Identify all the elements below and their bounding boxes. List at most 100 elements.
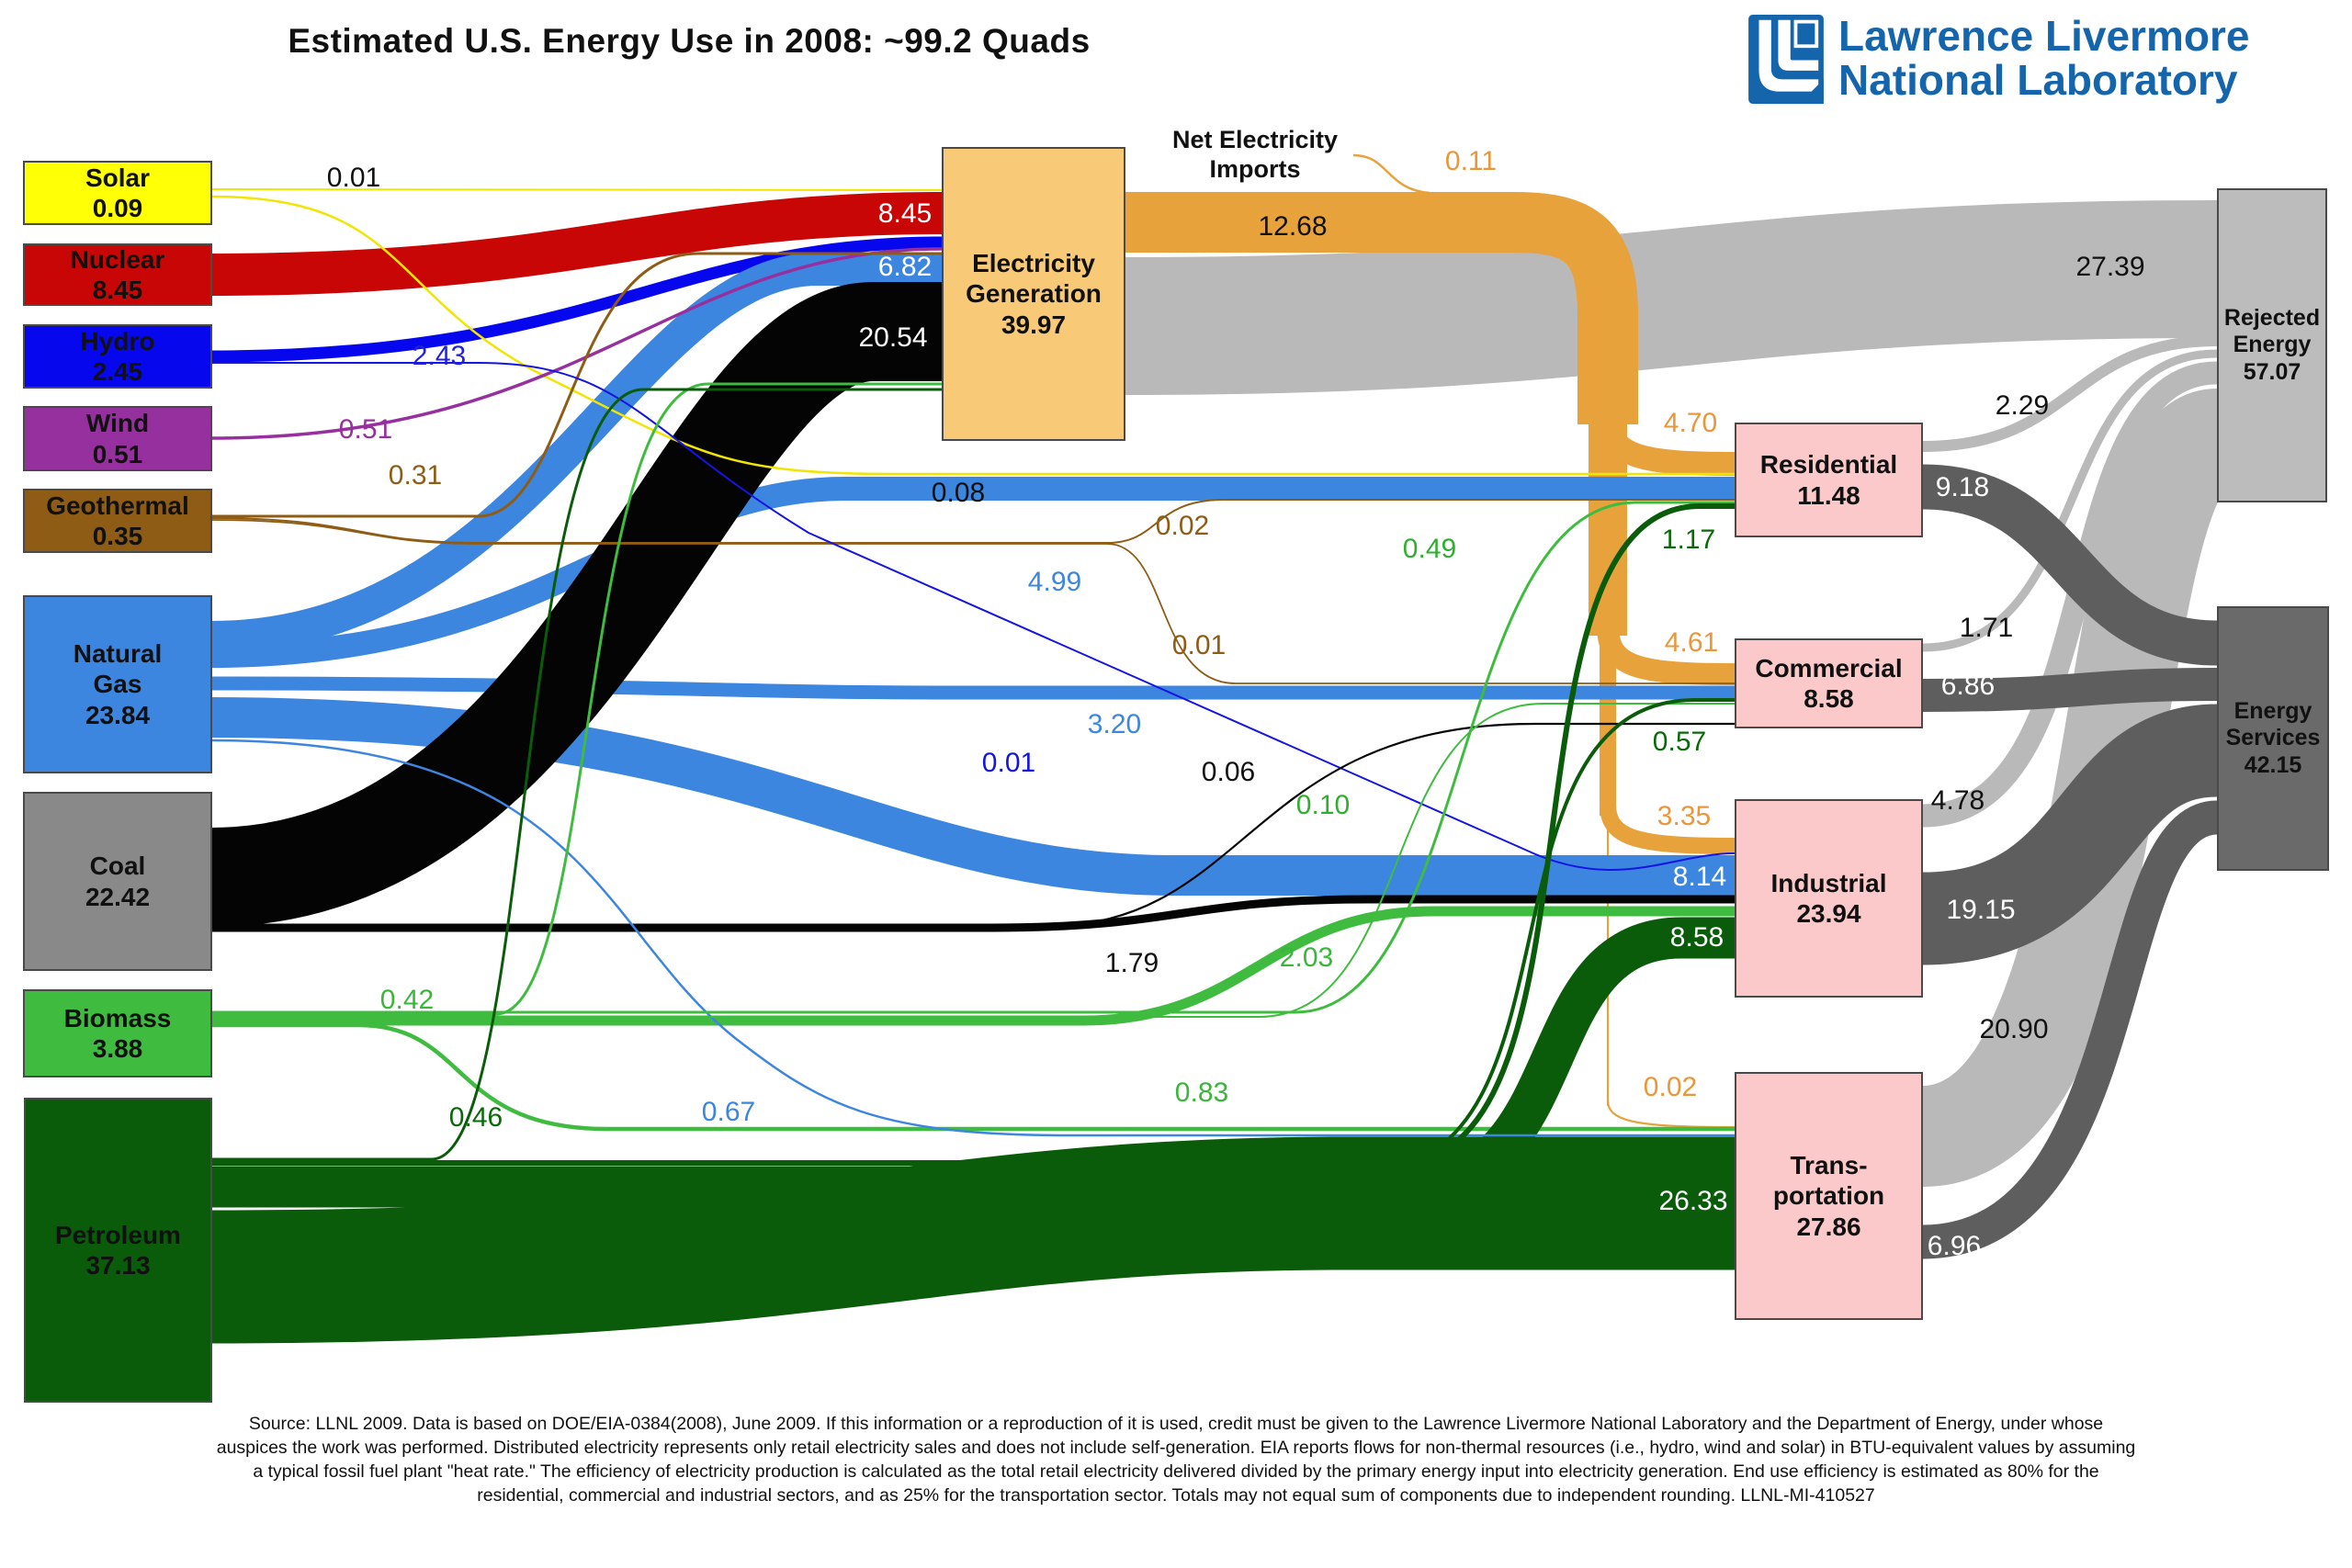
flow-value-label-8: 4.99 — [1027, 567, 1082, 597]
net-electricity-imports-label: Net Electricity Imports — [1171, 126, 1339, 184]
flow-value-label-34: 2.29 — [1995, 390, 2050, 421]
flow-nuclear-to-electricity — [210, 192, 943, 296]
flow-value-label-27: 0.57 — [1652, 727, 1707, 757]
flow-industrial-to-services — [1921, 704, 2220, 965]
flow-residential-to-rejected — [1922, 335, 2218, 452]
flow-solar-to-electricity — [210, 188, 943, 191]
flow-value-label-15: 0.10 — [1295, 790, 1351, 820]
flow-petroleum-to-transportation — [211, 1136, 1735, 1344]
flow-coal-to-commercial — [1046, 722, 1735, 928]
node-wind: Wind 0.51 — [23, 406, 212, 471]
flow-value-label-31: 0.02 — [1643, 1072, 1698, 1102]
flow-geothermal-to-electricity — [211, 252, 942, 518]
flow-value-label-16: 1.79 — [1104, 948, 1159, 978]
flow-natural-gas-to-commercial — [210, 676, 1735, 700]
flow-value-label-9: 0.02 — [1155, 511, 1210, 541]
source-note: Source: LLNL 2009. Data is based on DOE/… — [216, 1414, 2136, 1506]
node-nuclear: Nuclear 8.45 — [23, 243, 212, 306]
flow-wind-to-electricity — [210, 247, 943, 440]
flow-value-label-22: 12.68 — [1258, 211, 1328, 242]
llnl-logo-text: Lawrence Livermore National Laboratory — [1838, 12, 2250, 104]
flow-value-label-39: 19.15 — [1946, 895, 2016, 925]
flow-value-label-32: 26.33 — [1658, 1186, 1728, 1216]
flow-geothermal-to-residential — [210, 499, 1735, 544]
flow-petroleum-to-commercial — [212, 698, 1735, 1170]
flow-coal-to-electricity — [209, 282, 942, 927]
flow-value-label-4: 20.54 — [858, 322, 928, 353]
flow-geothermal-to-commercial — [210, 519, 1735, 684]
flow-value-label-36: 1.71 — [1959, 613, 2014, 643]
flow-value-label-30: 8.58 — [1669, 922, 1724, 953]
flow-value-label-18: 0.42 — [379, 985, 435, 1015]
node-solar: Solar 0.09 — [23, 161, 212, 225]
flow-value-label-23: 0.11 — [1444, 146, 1498, 176]
llnl-logo: Lawrence Livermore National Laboratory — [1748, 12, 2250, 104]
flow-value-label-0: 0.01 — [326, 163, 381, 193]
flow-value-label-11: 0.01 — [1171, 630, 1227, 660]
node-petroleum: Petroleum 37.13 — [24, 1098, 212, 1403]
llnl-logo-line2: National Laboratory — [1838, 55, 2238, 104]
flow-value-label-28: 3.35 — [1657, 801, 1712, 831]
flow-value-label-12: 3.20 — [1087, 709, 1142, 739]
flow-value-label-20: 0.46 — [448, 1102, 503, 1133]
node-electricity-generation: Electricity Generation 39.97 — [942, 147, 1125, 441]
flow-solar-to-residential — [210, 195, 1735, 476]
flow-residential-to-services — [1922, 464, 2218, 666]
flow-value-label-29: 8.14 — [1672, 862, 1727, 892]
flow-value-label-5: 0.51 — [338, 414, 393, 445]
node-residential: Residential 11.48 — [1735, 423, 1923, 537]
flow-value-label-13: 0.01 — [981, 748, 1036, 778]
flow-commercial-to-services — [1922, 668, 2218, 712]
node-rejected-energy: Rejected Energy 57.07 — [2217, 188, 2327, 502]
node-biomass: Biomass 3.88 — [23, 989, 212, 1077]
flow-value-label-10: 0.49 — [1402, 534, 1457, 564]
flow-value-label-3: 6.82 — [877, 252, 933, 282]
llnl-logo-icon — [1748, 15, 1824, 104]
node-geothermal: Geothermal 0.35 — [23, 489, 212, 553]
flow-value-label-14: 0.06 — [1201, 757, 1256, 787]
page-title: Estimated U.S. Energy Use in 2008: ~99.2… — [288, 22, 1091, 60]
flow-distribution-to-industrial — [1600, 804, 1736, 854]
flow-value-label-38: 4.78 — [1930, 785, 1985, 816]
node-energy-services: Energy Services 42.15 — [2217, 606, 2329, 871]
flow-electricity-to-distribution — [1125, 192, 1638, 318]
flow-transportation-to-services — [1922, 800, 2220, 1259]
node-transportation: Trans- portation 27.86 — [1735, 1072, 1923, 1320]
node-natural-gas: Natural Gas 23.84 — [23, 595, 212, 773]
flow-natural-gas-to-transportation — [210, 739, 1735, 1137]
flow-value-label-1: 8.45 — [877, 198, 933, 229]
flow-value-label-24: 4.70 — [1663, 408, 1718, 438]
flow-petroleum-to-electricity — [212, 388, 942, 1161]
flow-net-imports-to-distribution — [1352, 153, 1430, 195]
node-hydro: Hydro 2.45 — [23, 324, 212, 389]
flow-value-label-40: 20.90 — [1979, 1014, 2049, 1044]
flow-value-label-41: 6.96 — [1927, 1231, 1982, 1261]
flow-biomass-to-commercial — [211, 703, 1735, 1018]
flow-electricity-to-rejected — [1125, 200, 2218, 395]
flow-biomass-to-electricity — [211, 382, 942, 1016]
node-coal: Coal 22.42 — [23, 792, 212, 971]
flow-value-label-33: 27.39 — [2075, 252, 2145, 282]
flow-biomass-to-residential — [211, 501, 1735, 1014]
flow-distribution-to-transportation — [1606, 1100, 1736, 1129]
flow-value-label-17: 2.03 — [1279, 942, 1334, 973]
flow-value-label-37: 6.86 — [1940, 671, 1996, 701]
flow-value-label-6: 0.31 — [388, 460, 443, 491]
flow-value-label-19: 0.83 — [1174, 1077, 1229, 1108]
flow-value-label-35: 9.18 — [1935, 472, 1990, 502]
flow-natural-gas-to-industrial — [210, 697, 1735, 896]
flow-value-label-25: 1.17 — [1661, 525, 1716, 555]
flow-hydro-to-industrial — [211, 362, 1736, 871]
node-commercial: Commercial 8.58 — [1735, 638, 1923, 728]
flow-value-label-7: 0.08 — [931, 478, 986, 508]
flow-commercial-to-rejected — [1922, 349, 2218, 652]
flow-value-label-21: 0.67 — [701, 1097, 756, 1127]
flow-petroleum-to-residential — [212, 503, 1735, 1166]
flow-value-label-26: 4.61 — [1664, 627, 1719, 658]
flow-biomass-to-transportation — [211, 1022, 1735, 1132]
llnl-logo-line1: Lawrence Livermore — [1838, 12, 2250, 60]
node-industrial: Industrial 23.94 — [1735, 799, 1923, 998]
flow-value-label-2: 2.43 — [412, 341, 467, 371]
